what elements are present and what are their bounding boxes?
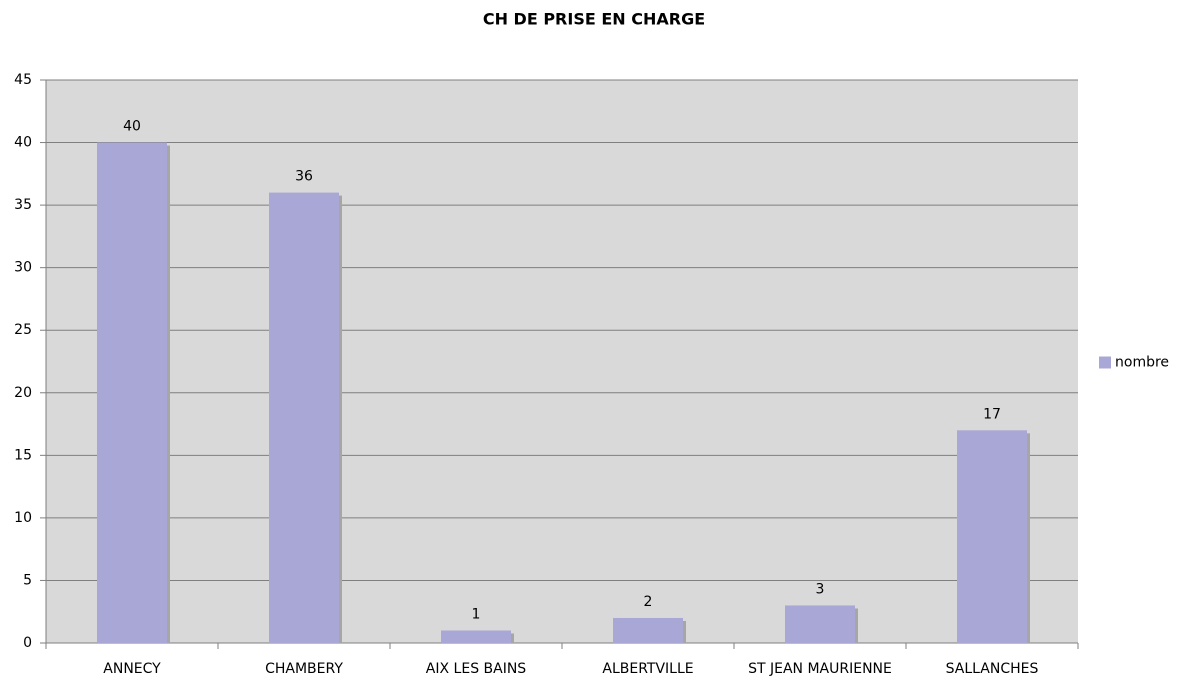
x-tick-label: SALLANCHES (946, 661, 1039, 677)
data-label: 36 (295, 169, 313, 185)
y-tick-label: 10 (14, 510, 32, 526)
x-tick-label: CHAMBERY (265, 661, 343, 677)
x-tick-label: ST JEAN MAURIENNE (748, 661, 892, 677)
y-tick-label: 25 (14, 322, 32, 338)
bar (613, 617, 683, 643)
x-tick-label: ALBERTVILLE (602, 661, 693, 677)
y-tick-label: 20 (14, 385, 32, 401)
y-tick-label: 30 (14, 260, 32, 276)
bar (785, 605, 855, 643)
x-tick-label: AIX LES BAINS (426, 661, 527, 677)
data-label: 2 (644, 594, 653, 610)
y-tick-label: 15 (14, 447, 32, 463)
bar (441, 630, 511, 643)
bar (269, 192, 339, 643)
legend-label: nombre (1115, 355, 1169, 371)
bar (97, 142, 167, 644)
x-tick-label: ANNECY (103, 661, 161, 677)
data-label: 17 (983, 406, 1001, 422)
data-label: 3 (816, 581, 825, 597)
y-tick-label: 0 (23, 635, 32, 651)
chart-title: CH DE PRISE EN CHARGE (483, 10, 705, 29)
legend-swatch (1099, 356, 1111, 369)
y-tick-label: 5 (23, 572, 32, 588)
data-label: 40 (123, 119, 141, 135)
y-tick-label: 35 (14, 197, 32, 213)
y-tick-label: 45 (14, 72, 32, 88)
plot-area (46, 80, 1078, 643)
data-label: 1 (472, 606, 481, 622)
bar (957, 430, 1027, 643)
y-tick-label: 40 (14, 135, 32, 151)
